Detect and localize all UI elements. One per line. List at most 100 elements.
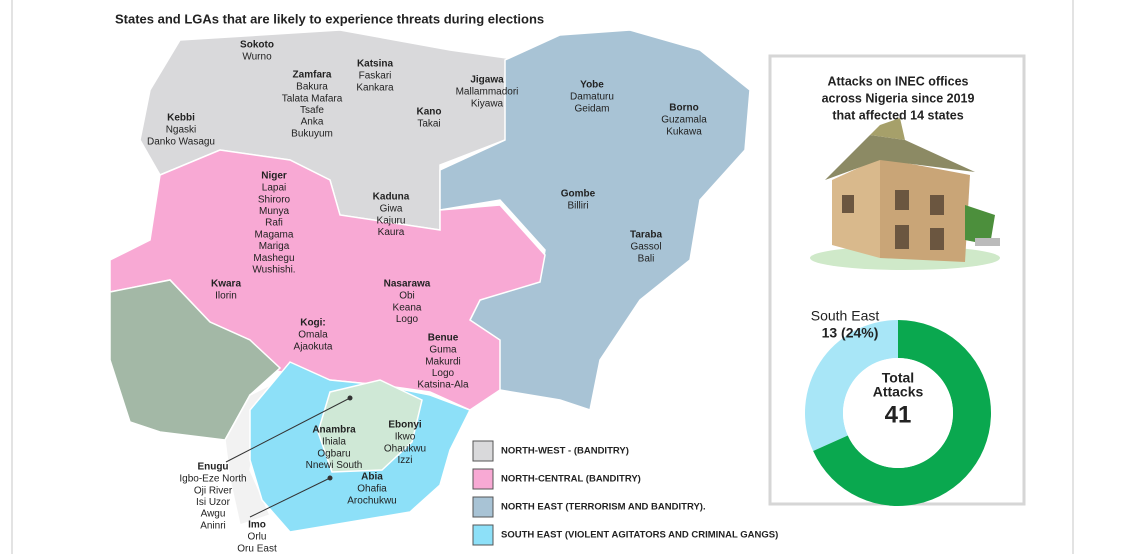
lga-name: Geidam (574, 103, 609, 114)
lga-name: Logo (396, 314, 419, 325)
lga-name: Makurdi (425, 356, 461, 367)
slice-value-label: 13 (24%) (822, 325, 879, 341)
panel-title: Attacks on INEC offices (827, 74, 968, 88)
center-label: Total (882, 370, 914, 386)
lga-name: Arochukwu (347, 495, 396, 506)
slice-label: South East (811, 308, 880, 324)
lga-name: Mariga (259, 241, 290, 252)
lga-name: Munya (259, 206, 289, 217)
state-name: Sokoto (240, 40, 274, 51)
lga-name: Omala (298, 330, 328, 341)
lga-name: Giwa (380, 204, 403, 215)
state-name: Zamfara (293, 70, 332, 81)
donut-hole (843, 358, 953, 468)
state-name: Enugu (197, 462, 228, 473)
legend: NORTH-WEST - (BANDITRY) NORTH-CENTRAL (BA… (472, 440, 778, 546)
state-name: Imo (248, 520, 266, 531)
lga-name: Kaura (378, 227, 405, 238)
lga-name: Keana (393, 302, 422, 313)
state-name: Kaduna (373, 192, 410, 203)
legend-swatch (472, 496, 494, 518)
leader-line (249, 477, 331, 518)
chart-panel: Attacks on INEC offices across Nigeria si… (805, 74, 991, 507)
legend-swatch (472, 468, 494, 490)
lga-name: Rafi (265, 218, 283, 229)
lga-name: Talata Mafara (282, 93, 343, 104)
legend-label: NORTH-WEST - (BANDITRY) (501, 446, 629, 457)
legend-label: NORTH EAST (TERRORISM AND BANDITRY). (501, 502, 706, 513)
lga-name: Damaturu (570, 92, 614, 103)
building-illustration (810, 118, 1000, 270)
lga-name: Kiyawa (471, 98, 504, 109)
state-name: Kebbi (167, 113, 195, 124)
center-label: Attacks (873, 384, 924, 400)
lga-name: Billiri (567, 201, 588, 212)
state-name: Kano (417, 107, 442, 118)
lga-name: Ajaokuta (294, 341, 333, 352)
lga-name: Gassol (630, 242, 661, 253)
region-south-south (224, 373, 293, 526)
state-name: Ebonyi (388, 420, 422, 431)
lga-name: Kajuru (377, 215, 406, 226)
lga-name: Ihiala (322, 437, 346, 448)
lga-name: Anka (301, 117, 324, 128)
lga-name: Kukawa (666, 126, 702, 137)
leader-dot (327, 475, 333, 481)
lga-name: Logo (432, 368, 455, 379)
region-south-east-core (317, 379, 423, 473)
legend-label: NORTH-CENTRAL (BANDITRY) (501, 474, 641, 485)
lga-name: Faskari (359, 71, 392, 82)
state-name: Nasarawa (384, 279, 431, 290)
lga-name: Lapai (262, 183, 286, 194)
legend-swatch (472, 524, 494, 546)
state-name: Anambra (312, 425, 356, 436)
leader-dot (347, 395, 353, 401)
lga-name: Ogbaru (317, 448, 350, 459)
lga-name: Danko Wasagu (147, 136, 215, 147)
lga-name: Ohafia (357, 484, 387, 495)
state-name: Katsina (357, 59, 394, 70)
lga-name: Tsafe (300, 105, 324, 116)
state-name: Yobe (580, 80, 604, 91)
lga-name: Katsina-Ala (417, 380, 469, 391)
state-name: Jigawa (470, 75, 504, 86)
lga-name: Bakura (296, 82, 328, 93)
lga-name: Ohaukwu (384, 443, 426, 454)
state-name: Kwara (211, 279, 241, 290)
lga-name: Oru East (237, 543, 277, 554)
lga-name: Bukuyum (291, 128, 333, 139)
lga-name: Magama (255, 229, 294, 240)
lga-name: Orlu (248, 532, 267, 543)
donut-slice (813, 320, 991, 507)
lga-name: Guma (429, 345, 457, 356)
region-north-east (439, 29, 751, 411)
panel-title: that affected 14 states (832, 108, 963, 122)
lga-name: Kankara (356, 82, 394, 93)
legend-label: SOUTH EAST (VIOLENT AGITATORS AND CRIMIN… (501, 530, 778, 541)
lga-name: Ngaski (166, 125, 197, 136)
lga-name: Wushishi. (252, 265, 295, 276)
donut-slice (805, 320, 898, 452)
lga-name: Mashegu (253, 253, 294, 264)
lga-name: Izzi (398, 455, 413, 466)
lga-name: Oji River (194, 485, 233, 496)
lga-name: Bali (638, 253, 655, 264)
lga-name: Ikwo (395, 432, 416, 443)
lga-name: Obi (399, 291, 415, 302)
lga-name: Ilorin (215, 291, 237, 302)
lga-name: Mallammadori (456, 87, 519, 98)
state-name: Abia (361, 472, 383, 483)
panel-title: across Nigeria since 2019 (822, 91, 975, 105)
lga-name: Wurno (242, 52, 272, 63)
leader-line (225, 397, 351, 463)
map (109, 29, 751, 533)
lga-name: Igbo-Eze North (179, 474, 246, 485)
lga-name: Nnewi South (306, 460, 363, 471)
lga-name: Guzamala (661, 115, 707, 126)
lga-name: Shiroro (258, 194, 291, 205)
lga-name: Takai (417, 119, 440, 130)
lga-name: Aninri (200, 520, 226, 531)
state-name: Gombe (561, 189, 596, 200)
